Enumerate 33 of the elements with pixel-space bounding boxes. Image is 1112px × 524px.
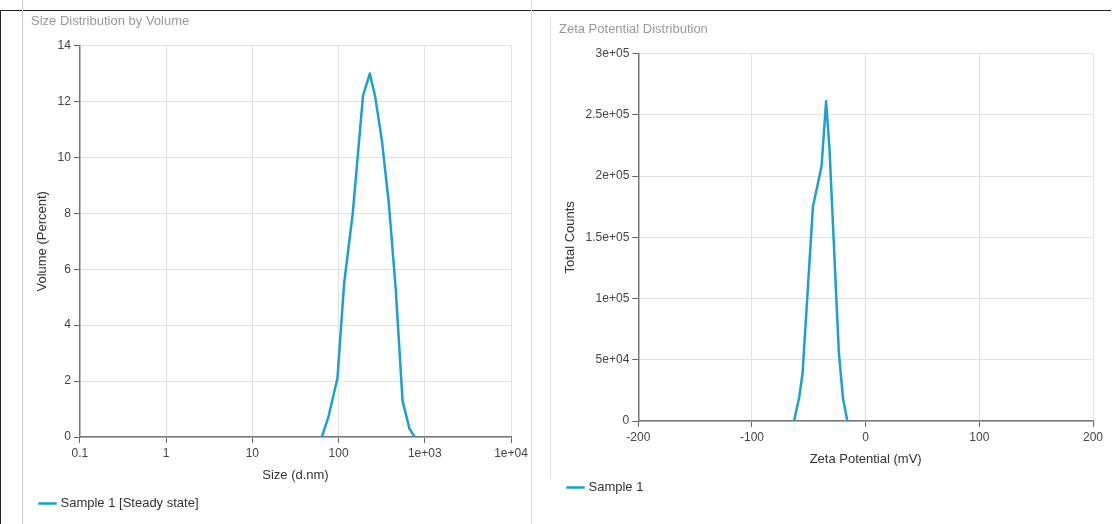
y-tick-label: 3e+05 bbox=[595, 45, 630, 60]
x-axis-title: Zeta Potential (mV) bbox=[809, 450, 922, 466]
x-tick-label: 200 bbox=[1082, 429, 1104, 444]
y-tick-label: 0 bbox=[622, 413, 630, 428]
y-tick-label: 2 bbox=[64, 373, 72, 388]
y-tick-label: 1.5e+05 bbox=[585, 229, 630, 244]
y-tick-label: 6 bbox=[64, 261, 72, 276]
y-axis-title: Total Counts bbox=[562, 200, 578, 274]
y-tick-label: 5e+04 bbox=[595, 352, 630, 367]
y-tick-label: 2e+05 bbox=[595, 168, 630, 183]
chart-title: Zeta Potential Distribution bbox=[559, 21, 708, 37]
y-tick-label: 12 bbox=[57, 93, 72, 108]
legend-label: Sample 1 bbox=[588, 479, 644, 495]
chart-title: Size Distribution by Volume bbox=[31, 13, 190, 29]
x-tick-label: 1 bbox=[162, 445, 170, 460]
x-tick-label: 10 bbox=[245, 445, 260, 460]
y-tick-label: 4 bbox=[64, 317, 72, 332]
x-tick-label: 1e+04 bbox=[494, 445, 529, 460]
y-tick-label: 1e+05 bbox=[595, 290, 630, 305]
legend-label: Sample 1 [Steady state] bbox=[60, 495, 199, 511]
y-axis-title: Volume (Percent) bbox=[34, 191, 50, 292]
x-axis-title: Size (d.nm) bbox=[262, 466, 329, 482]
x-tick-label: 100 bbox=[969, 429, 990, 444]
x-tick-label: 0 bbox=[862, 429, 870, 444]
x-tick-label: -100 bbox=[739, 429, 765, 444]
x-tick-label: 100 bbox=[328, 445, 349, 460]
x-tick-label: -200 bbox=[626, 429, 651, 444]
y-tick-label: 10 bbox=[57, 149, 72, 164]
x-tick-label: 1e+03 bbox=[407, 445, 442, 460]
y-tick-label: 8 bbox=[64, 205, 72, 220]
y-tick-label: 2.5e+05 bbox=[585, 107, 630, 122]
y-tick-label: 14 bbox=[57, 37, 72, 52]
x-tick-label: 0.1 bbox=[71, 445, 89, 460]
